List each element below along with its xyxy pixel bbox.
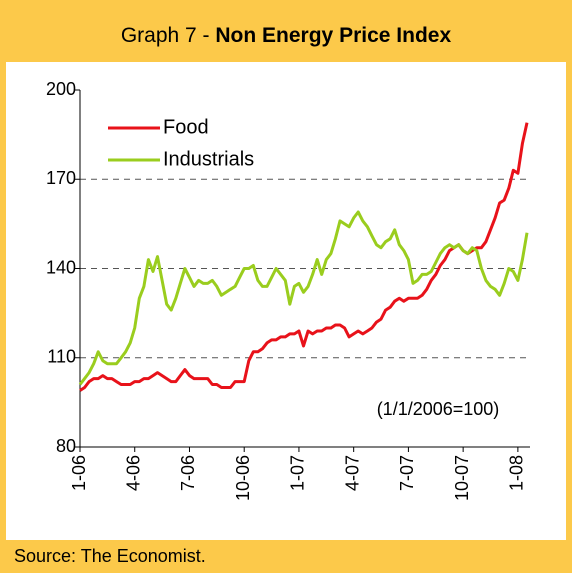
y-tick-label: 140 — [46, 257, 76, 277]
chart-title: Graph 7 - Non Energy Price Index — [121, 24, 452, 47]
x-tick-label: 1-08 — [507, 455, 527, 491]
x-tick-label: 10-06 — [233, 455, 253, 501]
y-tick-label: 80 — [56, 436, 76, 456]
source: Source: The Economist. — [14, 546, 206, 566]
x-tick-label: 1-06 — [69, 455, 89, 491]
x-tick-label: 4-06 — [123, 455, 143, 491]
series-line — [78, 210, 529, 386]
x-tick-label: 7-07 — [397, 455, 417, 491]
x-tick-label: 1-07 — [288, 455, 308, 491]
plot-panel — [6, 62, 566, 540]
annotation: (1/1/2006=100) — [377, 399, 500, 419]
legend-label: Food — [163, 116, 209, 138]
title-main: Non Energy Price Index — [215, 24, 451, 47]
x-tick-label: 7-06 — [178, 455, 198, 491]
x-tick-label: 10-07 — [452, 455, 472, 501]
y-tick-label: 200 — [46, 79, 76, 99]
y-tick-label: 110 — [47, 347, 76, 367]
legend-label: Industrials — [163, 148, 254, 170]
series-line — [79, 122, 529, 392]
title-prefix: Graph 7 - — [121, 24, 216, 47]
x-tick-label: 4-07 — [342, 455, 362, 491]
y-tick-label: 170 — [46, 168, 76, 188]
